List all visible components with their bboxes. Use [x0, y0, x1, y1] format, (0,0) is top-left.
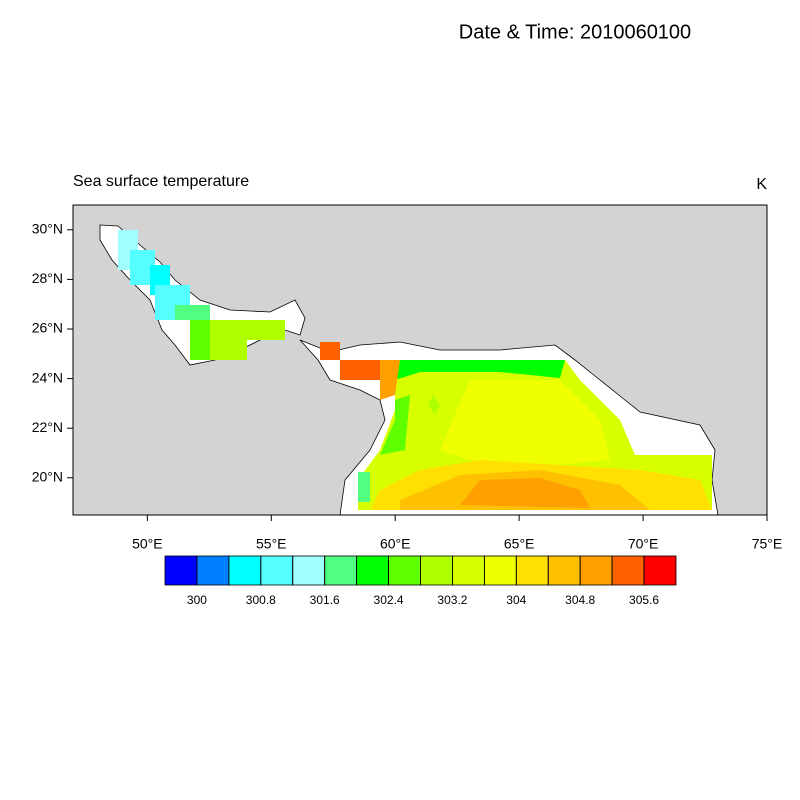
colorbar-box — [228, 555, 262, 586]
x-tick-label: 50°E — [132, 536, 163, 552]
title: Date & Time: 2010060100 — [459, 21, 691, 43]
y-tick-label: 28°N — [32, 270, 63, 286]
colorbar-box — [611, 555, 645, 586]
x-tick-label: 55°E — [256, 536, 287, 552]
colorbar-label: 300 — [187, 593, 207, 607]
y-tick-label: 22°N — [32, 419, 63, 435]
sst-patch — [358, 472, 370, 502]
y-tick-label: 24°N — [32, 369, 63, 385]
x-tick-label: 70°E — [628, 536, 659, 552]
sst-patch — [210, 320, 285, 340]
sst-patch — [380, 360, 400, 400]
sst-patch — [320, 342, 340, 360]
sst-patch — [440, 380, 610, 470]
sst-patch — [175, 305, 210, 320]
sst-patch — [340, 360, 380, 380]
y-tick-label: 30°N — [32, 221, 63, 237]
sst-patch — [380, 395, 410, 455]
sst-patch — [460, 478, 590, 508]
colorbar-box — [452, 555, 485, 586]
sst-field — [118, 230, 712, 510]
sst-patch — [190, 320, 210, 360]
sst-patch — [380, 360, 565, 380]
colorbar-box — [260, 555, 294, 586]
right-string: K — [756, 176, 767, 193]
colorbar-box — [515, 555, 549, 586]
y-tick-label: 20°N — [32, 469, 63, 485]
colorbar-box — [579, 555, 613, 586]
x-tick-label: 60°E — [380, 536, 411, 552]
left-string: Sea surface temperature — [73, 173, 249, 190]
map-frame — [72, 204, 768, 516]
colorbar-box — [643, 555, 677, 586]
x-tick-label: 65°E — [504, 536, 535, 552]
colorbar-box — [547, 555, 581, 586]
colorbar-box — [356, 555, 389, 586]
colorbar-box — [420, 555, 453, 586]
colorbar-box — [292, 555, 326, 586]
y-tick-label: 26°N — [32, 320, 63, 336]
sst-patch — [210, 340, 247, 360]
colorbar-box — [164, 555, 198, 586]
colorbar-label: 303.2 — [437, 593, 467, 607]
map — [72, 204, 768, 516]
colorbar-label: 302.4 — [374, 593, 404, 607]
x-tick-label: 75°E — [752, 536, 783, 552]
colorbar-box — [196, 555, 230, 586]
colorbar-label: 301.6 — [310, 593, 340, 607]
colorbar-label: 304 — [506, 593, 526, 607]
sst-patch — [428, 395, 440, 415]
colorbar-box — [324, 555, 358, 586]
colorbar-label: 300.8 — [246, 593, 276, 607]
colorbar-box — [388, 555, 421, 586]
colorbar-label: 304.8 — [565, 593, 595, 607]
colorbar-label: 305.6 — [629, 593, 659, 607]
colorbar-box — [483, 555, 517, 586]
